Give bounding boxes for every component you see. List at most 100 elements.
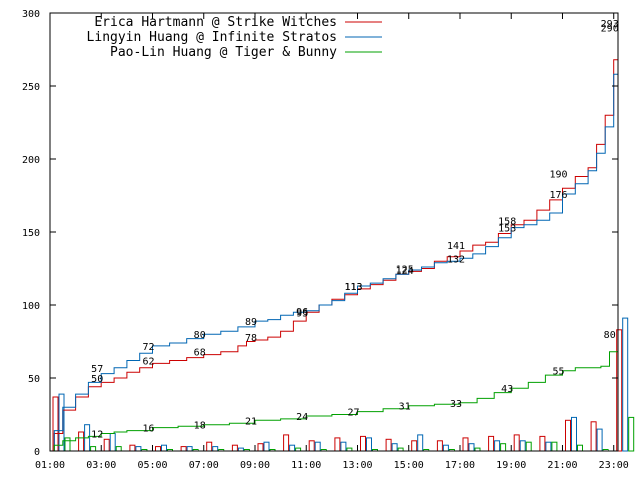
- data-label: 78: [245, 333, 257, 344]
- hourly-bar: [539, 435, 546, 452]
- data-label: 113: [344, 282, 362, 293]
- data-label: 125: [396, 265, 414, 276]
- y-tick-label: 0: [34, 447, 40, 458]
- cumulative-line: [50, 23, 619, 452]
- hourly-bar: [115, 446, 122, 452]
- hourly-bar: [289, 444, 296, 452]
- data-label: 176: [549, 190, 567, 201]
- hourly-bar: [417, 434, 424, 452]
- hourly-bar: [442, 444, 449, 452]
- hourly-bar: [180, 446, 187, 452]
- hourly-bar: [436, 440, 443, 452]
- hourly-bar: [622, 317, 629, 452]
- y-tick-label: 100: [22, 301, 40, 312]
- data-labels: 5062687895113125141158190293577280899611…: [91, 19, 619, 440]
- x-tick-label: 09:00: [240, 460, 270, 471]
- hourly-bar: [577, 444, 583, 452]
- data-label: 68: [194, 348, 206, 359]
- axes: 0 50 100 150 200 250 300 01:00 03:00 05:00 07:00 09…: [22, 9, 629, 471]
- data-label: 290: [601, 24, 619, 35]
- legend-label: Erica Hartmann @ Strike Witches: [94, 15, 337, 30]
- hourly-bar: [545, 441, 552, 452]
- y-tick-label: 300: [22, 9, 40, 20]
- data-label: 21: [245, 416, 257, 427]
- hourly-bar: [308, 440, 315, 452]
- plot-frame: [49, 12, 619, 452]
- data-label: 72: [142, 342, 154, 353]
- hourly-bar: [488, 435, 495, 452]
- data-label: 80: [194, 330, 206, 341]
- x-tick-label: 11:00: [291, 460, 321, 471]
- hourly-bar: [161, 444, 167, 452]
- x-tick-label: 01:00: [35, 460, 65, 471]
- x-tick-label: 19:00: [496, 460, 526, 471]
- hourly-bar: [519, 440, 526, 452]
- hourly-bar: [155, 446, 161, 452]
- hourly-bar: [628, 416, 635, 452]
- legend-label: Lingyin Huang @ Infinite Stratos: [87, 30, 337, 45]
- data-label: 43: [501, 384, 513, 395]
- hourly-bar: [340, 441, 347, 452]
- data-label: 27: [347, 408, 359, 419]
- hourly-bar: [360, 435, 366, 452]
- x-tick-label: 21:00: [547, 460, 577, 471]
- data-label: 18: [194, 421, 206, 432]
- data-label: 132: [447, 254, 465, 265]
- y-tick-label: 200: [22, 155, 40, 166]
- data-label: 95: [296, 308, 308, 319]
- data-label: 89: [245, 317, 257, 328]
- x-tick-label: 15:00: [394, 460, 424, 471]
- data-label: 80: [604, 330, 616, 341]
- x-tick-label: 07:00: [189, 460, 219, 471]
- hourly-bar: [231, 444, 238, 452]
- data-label: 293: [601, 19, 619, 30]
- data-label: 50: [91, 374, 103, 385]
- data-label: 55: [552, 367, 564, 378]
- hourly-bar: [103, 438, 110, 452]
- data-label: 62: [142, 357, 154, 368]
- hourly-bar: [565, 419, 571, 452]
- legend-label: Pao-Lin Huang @ Tiger & Bunny: [110, 45, 337, 60]
- cumulative-lines: [50, 23, 619, 452]
- data-label: 113: [344, 282, 362, 293]
- data-label: 31: [399, 402, 411, 413]
- hourly-bar: [90, 446, 97, 452]
- hourly-bar: [411, 440, 418, 452]
- hourly-bar: [551, 441, 558, 452]
- hourly-bar: [314, 441, 321, 452]
- y-tick-label: 150: [22, 228, 40, 239]
- x-tick-label: 13:00: [342, 460, 372, 471]
- hourly-bar: [52, 396, 59, 452]
- hourly-bar: [391, 443, 398, 452]
- hourly-bar: [494, 440, 501, 452]
- hourly-bar: [385, 438, 392, 452]
- hourly-bar: [129, 444, 136, 452]
- data-label: 24: [296, 412, 308, 423]
- hourly-bar: [64, 437, 71, 452]
- data-label: 190: [549, 170, 567, 181]
- cumulative-line: [50, 334, 619, 452]
- cumulative-line: [50, 27, 619, 452]
- x-tick-label: 17:00: [445, 460, 475, 471]
- data-label: 153: [498, 224, 516, 235]
- y-tick-label: 50: [28, 374, 40, 385]
- hourly-bar: [462, 437, 469, 452]
- data-label: 158: [498, 216, 516, 227]
- x-tick-label: 23:00: [599, 460, 629, 471]
- hourly-bar: [525, 441, 532, 452]
- y-tick-label: 250: [22, 82, 40, 93]
- hourly-bar: [212, 446, 219, 452]
- data-label: 124: [396, 266, 414, 277]
- hourly-bar: [263, 441, 270, 452]
- hourly-bar: [206, 441, 213, 452]
- data-label: 16: [142, 424, 154, 435]
- hourly-bar: [135, 446, 142, 452]
- hourly-bar: [513, 434, 520, 452]
- hourly-bar: [571, 416, 577, 452]
- hourly-bar: [283, 434, 290, 452]
- x-tick-label: 03:00: [86, 460, 116, 471]
- hourly-bar: [468, 443, 475, 452]
- hourly-bar: [596, 428, 603, 452]
